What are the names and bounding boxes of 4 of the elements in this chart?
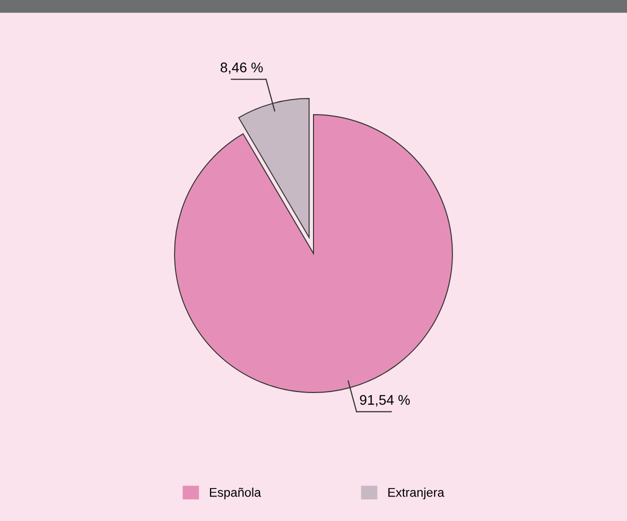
data-label: 8,46 % [220, 62, 263, 74]
legend-label: Española [210, 488, 262, 500]
legend-label: Extranjera [388, 488, 444, 500]
data-label: 91,54 % [360, 394, 410, 406]
